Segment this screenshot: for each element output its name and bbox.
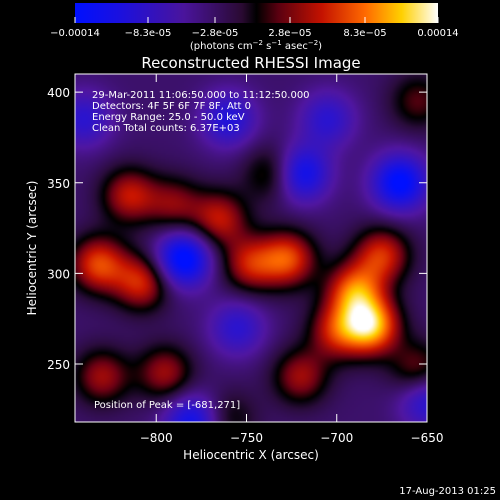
- annotation-clean-counts: Clean Total counts: 6.37E+03: [92, 123, 240, 134]
- colorbar-tick-label: −8.3e-05: [125, 28, 172, 39]
- plot-frame: [74, 73, 428, 423]
- heatmap-image: [75, 74, 427, 422]
- x-tick-label: −700: [320, 431, 353, 445]
- y-tick-label: 350: [47, 177, 70, 191]
- colorbar-tick-label: 8.3e−05: [343, 28, 386, 39]
- annotation-peak-position: Position of Peak = [-681,271]: [94, 400, 240, 411]
- footer-date: 17-Aug-2013 01:25: [399, 486, 496, 497]
- colorbar: [75, 3, 438, 23]
- y-axis-ticks: 250 300 350 400: [47, 86, 427, 372]
- annotation-energy-range: Energy Range: 25.0 - 50.0 keV: [92, 112, 245, 123]
- colorbar-unit-label: (photons cm−2 s−1 asec−2): [190, 39, 322, 52]
- chart-title: Reconstructed RHESSI Image: [141, 54, 360, 72]
- colorbar-tick-label: −2.8e-05: [192, 28, 239, 39]
- annotation-time-range: 29-Mar-2011 11:06:50.000 to 11:12:50.000: [92, 90, 310, 101]
- x-tick-label: −650: [411, 431, 444, 445]
- annotation-detectors: Detectors: 4F 5F 6F 7F 8F, Att 0: [92, 101, 251, 112]
- colorbar-tick-label: 2.8e−05: [268, 28, 311, 39]
- colorbar-ticks: −0.00014 −8.3e-05 −2.8e-05 2.8e−05 8.3e−05 0.…: [50, 17, 459, 39]
- x-axis-ticks: −800 −750 −700 −650: [140, 74, 444, 445]
- colorbar-tick-label: 0.00014: [417, 28, 458, 39]
- y-tick-label: 400: [47, 86, 70, 100]
- x-tick-label: −800: [140, 431, 173, 445]
- colorbar-tick-label: −0.00014: [50, 28, 100, 39]
- x-tick-label: −750: [230, 431, 263, 445]
- y-axis-label: Heliocentric Y (arcsec): [25, 181, 39, 316]
- y-tick-label: 250: [47, 358, 70, 372]
- y-tick-label: 300: [47, 267, 70, 281]
- x-axis-label: Heliocentric X (arcsec): [183, 448, 319, 462]
